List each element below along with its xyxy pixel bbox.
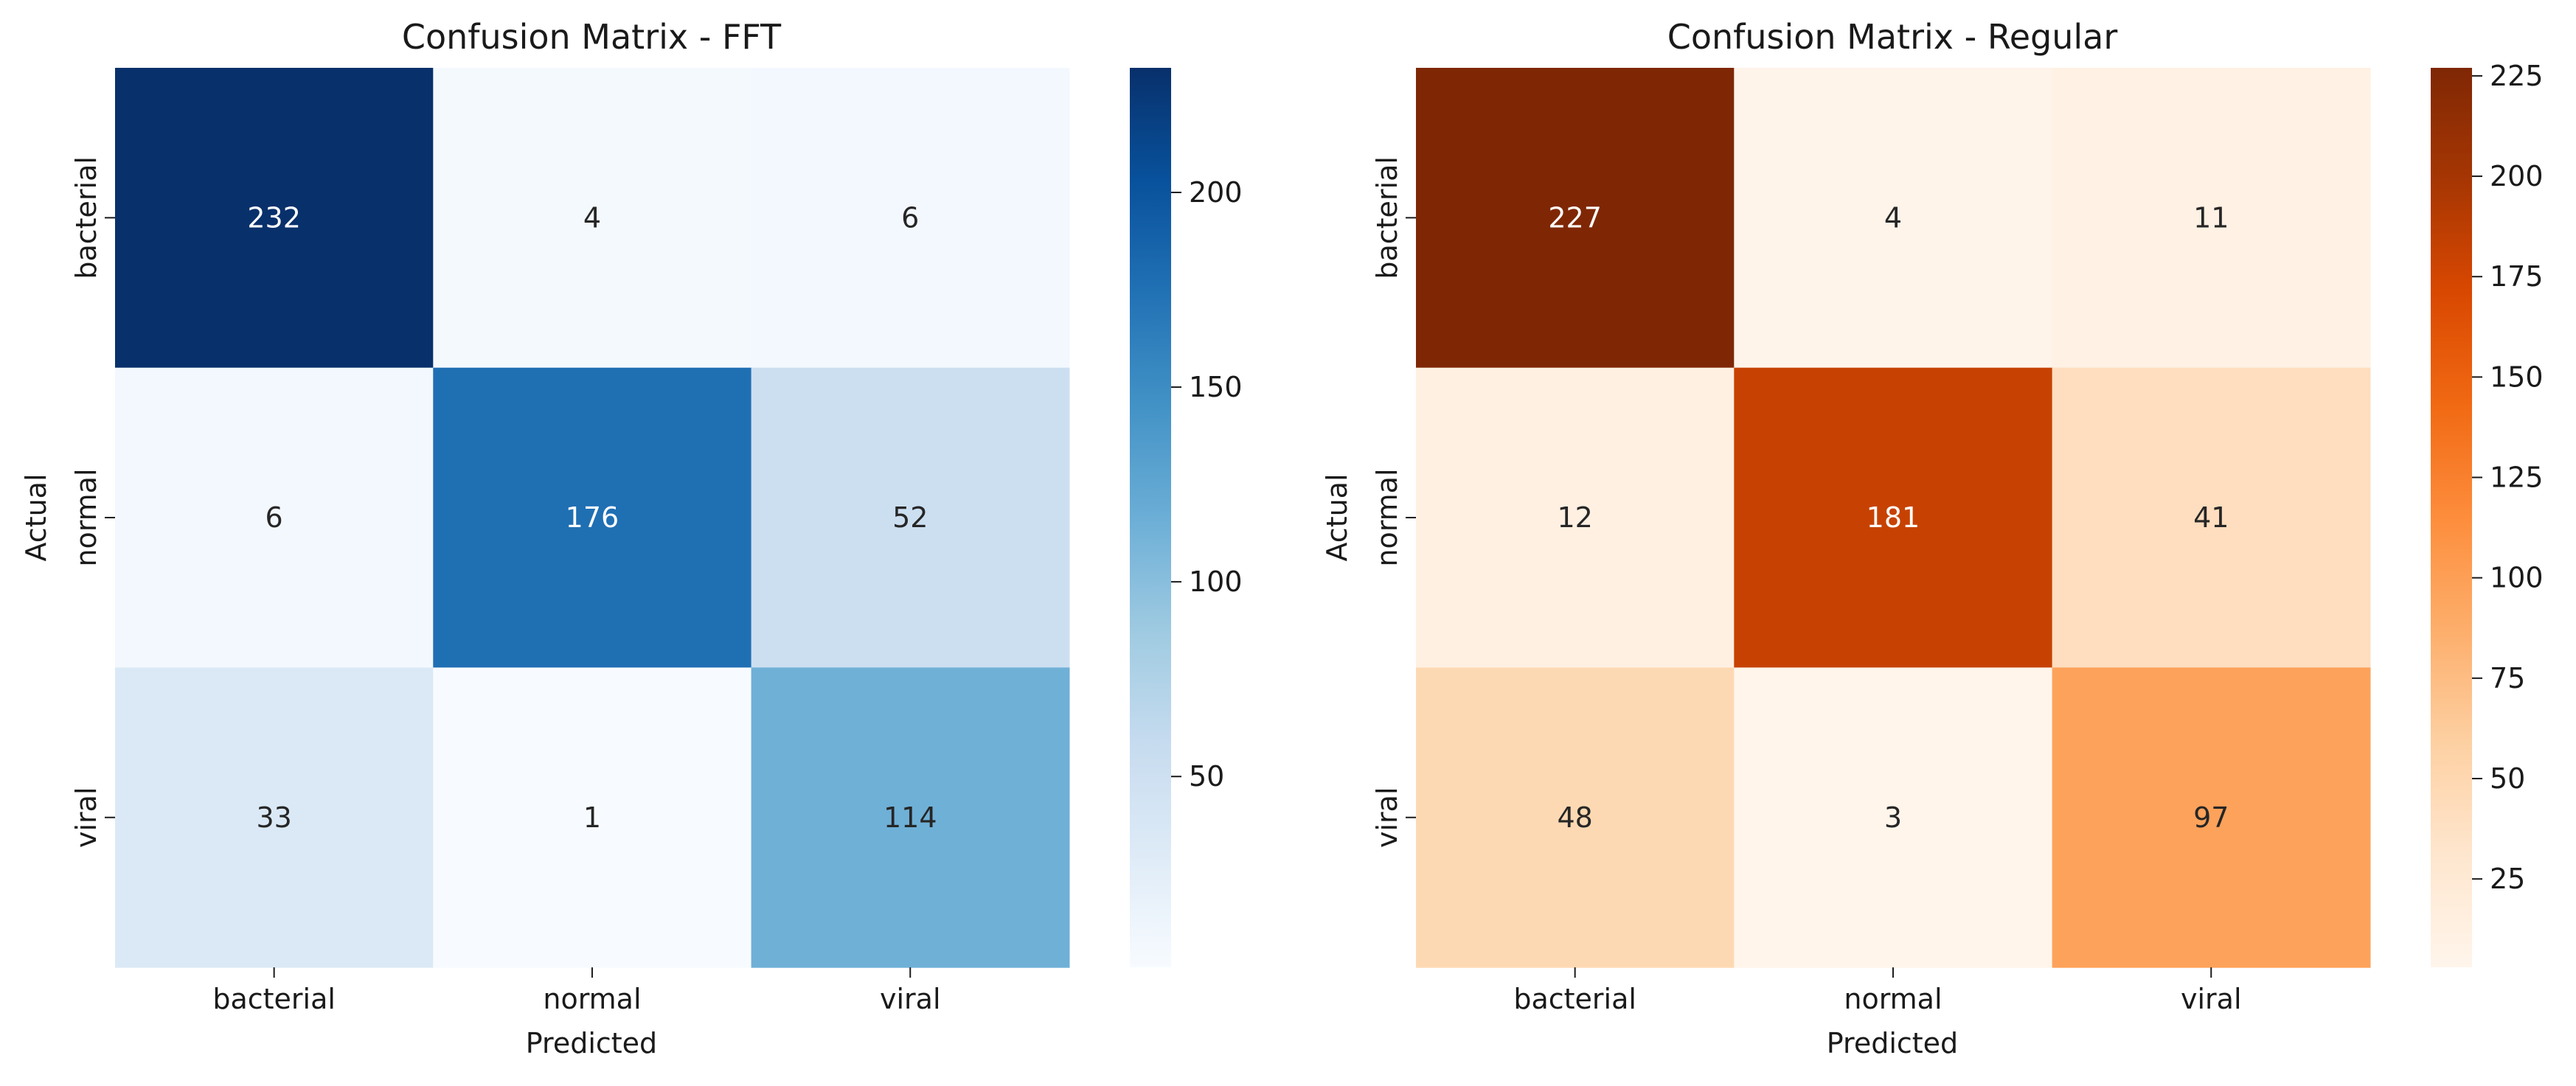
- y-ticks-fft: bacterial normal viral: [70, 156, 115, 848]
- y-tick-label: normal: [1371, 468, 1403, 566]
- heatmap-cell-normal-bacterial: [1416, 367, 1735, 668]
- colorbar-ticks-fft: 50 100 150 200: [1171, 176, 1243, 793]
- y-tick-label: normal: [70, 468, 103, 566]
- colorbar-tick-label: 200: [1189, 176, 1243, 209]
- heatmap-cell-viral-viral: [2052, 667, 2371, 968]
- cell-value-label: 97: [2193, 801, 2229, 834]
- colorbar-tick-label: 75: [2490, 662, 2525, 695]
- cell-value-label: 1: [583, 801, 601, 834]
- heatmap-cell-bacterial-bacterial: [1416, 68, 1735, 369]
- x-tick-label: normal: [543, 983, 641, 1015]
- colorbar-regular: [2431, 68, 2472, 967]
- colorbar-tick-label: 150: [1189, 371, 1243, 403]
- heatmap-cell-viral-normal: [433, 667, 752, 968]
- cell-value-label: 48: [1557, 801, 1592, 834]
- colorbar-tick-label: 200: [2490, 160, 2544, 192]
- colorbar-tick-label: 100: [1189, 565, 1243, 598]
- cell-value-label: 6: [901, 201, 919, 234]
- colorbar-tick-label: 25: [2490, 863, 2525, 895]
- cell-value-label: 181: [1867, 501, 1920, 534]
- colorbar-tick-label: 50: [1189, 760, 1224, 793]
- colorbar-ticks-regular: 25 50 75 100 125 150 175 200 225: [2472, 60, 2544, 895]
- heatmap-cell-bacterial-viral: [2052, 68, 2371, 369]
- heatmap-cell-bacterial-normal: [1734, 68, 2053, 369]
- cell-value-label: 4: [583, 201, 601, 234]
- colorbar-tick-label: 100: [2490, 562, 2544, 594]
- y-axis-label-fft: Actual: [20, 473, 52, 561]
- heatmap-cell-normal-viral: [2052, 367, 2371, 668]
- chart-title-fft: Confusion Matrix - FFT: [402, 17, 782, 57]
- cell-value-label: 33: [256, 801, 291, 834]
- heatmap-panel-regular: Confusion Matrix - Regular 227 4 11 12 181 41…: [1321, 17, 2544, 1059]
- cell-value-label: 41: [2193, 501, 2229, 534]
- y-tick-label: viral: [70, 787, 103, 848]
- cell-value-label: 176: [566, 501, 619, 534]
- x-tick-label: viral: [2181, 983, 2242, 1015]
- x-tick-label: bacterial: [1513, 983, 1636, 1015]
- y-ticks-regular: bacterial normal viral: [1371, 156, 1416, 848]
- colorbar-tick-label: 50: [2490, 762, 2525, 795]
- colorbar-tick-label: 175: [2490, 260, 2544, 293]
- heatmap-cell-viral-bacterial: [1416, 667, 1735, 968]
- x-tick-label: normal: [1844, 983, 1942, 1015]
- colorbar-fft: [1130, 68, 1171, 967]
- cell-value-label: 11: [2193, 201, 2229, 234]
- heatmap-cells-fft: 232 4 6 6 176 52 33 1 114: [115, 68, 1070, 968]
- heatmap-cell-normal-bacterial: [115, 367, 434, 668]
- cell-value-label: 232: [247, 201, 301, 234]
- y-tick-label: bacterial: [70, 156, 103, 279]
- y-tick-label: viral: [1371, 787, 1403, 848]
- heatmap-panel-fft: Confusion Matrix - FFT 232 4 6 6 176 52 33 1 114…: [20, 17, 1243, 1059]
- heatmap-cell-normal-viral: [751, 367, 1070, 668]
- cell-value-label: 3: [1884, 801, 1902, 834]
- heatmap-cell-bacterial-bacterial: [115, 68, 434, 369]
- colorbar-tick-label: 150: [2490, 361, 2544, 393]
- x-tick-label: bacterial: [212, 983, 336, 1015]
- heatmap-cell-bacterial-normal: [433, 68, 752, 369]
- y-tick-label: bacterial: [1371, 156, 1403, 279]
- x-axis-label-regular: Predicted: [1827, 1027, 1958, 1059]
- cell-value-label: 52: [892, 501, 928, 534]
- y-axis-label-regular: Actual: [1321, 473, 1353, 561]
- cell-value-label: 12: [1557, 501, 1592, 534]
- chart-title-regular: Confusion Matrix - Regular: [1667, 17, 2118, 57]
- heatmap-cell-bacterial-viral: [751, 68, 1070, 369]
- cell-value-label: 114: [883, 801, 937, 834]
- heatmap-cell-viral-bacterial: [115, 667, 434, 968]
- heatmap-cell-viral-normal: [1734, 667, 2053, 968]
- cell-value-label: 6: [265, 501, 283, 534]
- heatmap-cell-normal-normal: [433, 367, 752, 668]
- cell-value-label: 4: [1884, 201, 1902, 234]
- x-ticks-fft: bacterial normal viral: [212, 967, 941, 1015]
- colorbar-tick-label: 225: [2490, 60, 2544, 92]
- colorbar-tick-label: 125: [2490, 462, 2544, 494]
- heatmap-cell-normal-normal: [1734, 367, 2053, 668]
- x-axis-label-fft: Predicted: [526, 1027, 657, 1059]
- cell-value-label: 227: [1548, 201, 1602, 234]
- x-tick-label: viral: [880, 983, 941, 1015]
- heatmap-cells-regular: 227 4 11 12 181 41 48 3 97: [1416, 68, 2371, 968]
- heatmap-cell-viral-viral: [751, 667, 1070, 968]
- x-ticks-regular: bacterial normal viral: [1513, 967, 2242, 1015]
